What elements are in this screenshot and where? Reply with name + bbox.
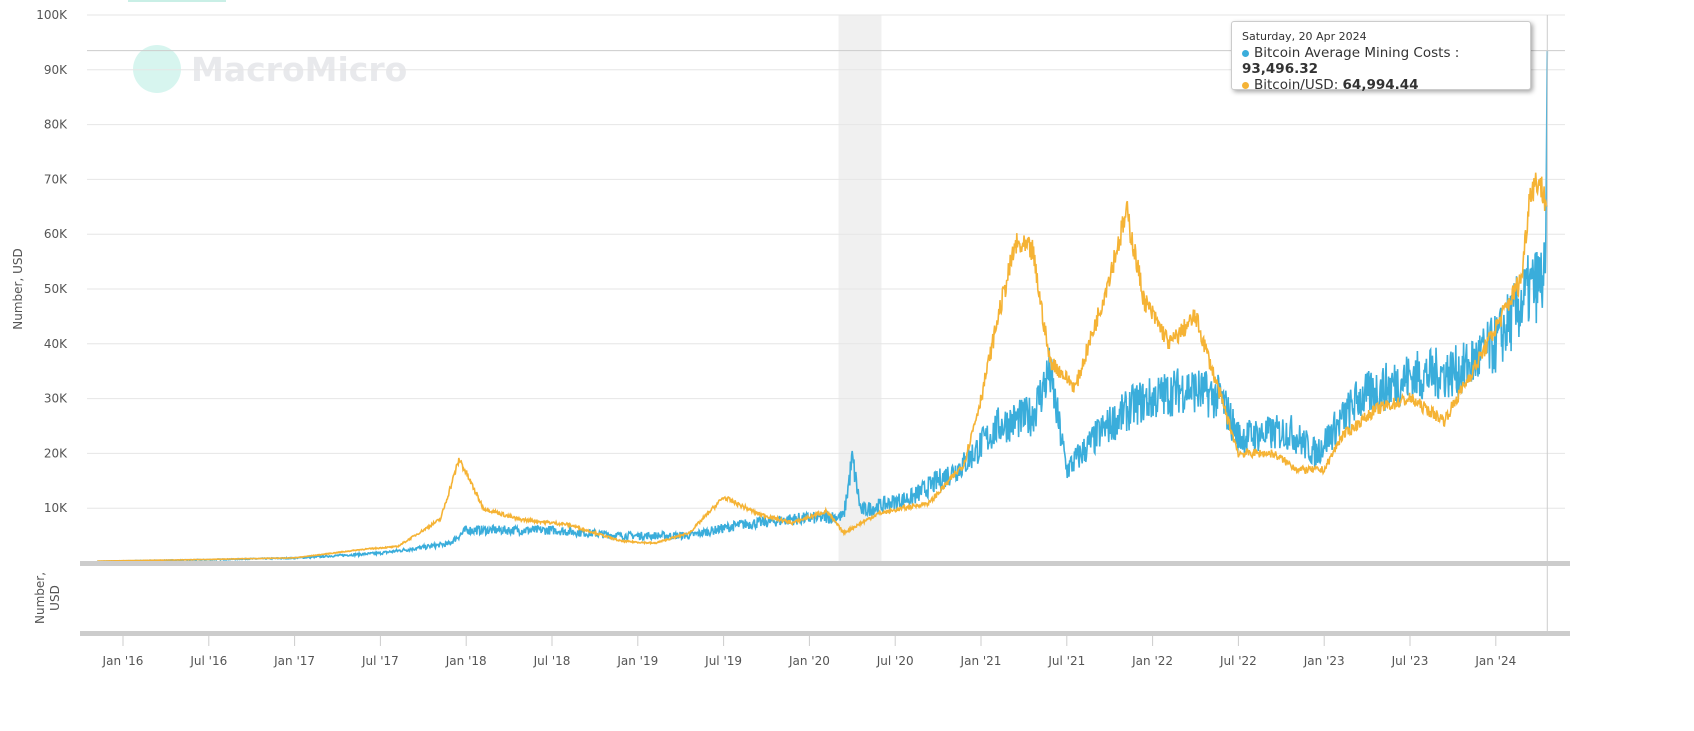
x-tick-label: Jul '17 (361, 654, 399, 668)
x-tick-label: Jan '22 (1131, 654, 1173, 668)
mining-cost-dot-icon (1242, 49, 1249, 57)
x-tick-label: Jan '19 (616, 654, 658, 668)
y-tick-label: 100K (36, 8, 68, 22)
x-tick-label: Jan '17 (273, 654, 315, 668)
y-tick-label: 20K (44, 446, 68, 460)
y-tick-label: 60K (44, 227, 68, 241)
tooltip: Saturday, 20 Apr 2024 Bitcoin Average Mi… (1231, 21, 1531, 93)
tooltip-row-btc: Bitcoin/USD: 64,994.44 (1242, 77, 1530, 93)
x-tick-label: Jul '22 (1219, 654, 1257, 668)
x-tick-label: Jan '21 (960, 654, 1002, 668)
pane-divider (80, 561, 1570, 566)
x-tick-label: Jan '23 (1303, 654, 1345, 668)
y-axis-label: Number, USD (11, 248, 25, 329)
y-tick-label: 80K (44, 118, 68, 132)
tab-indicator (128, 0, 226, 2)
macromicro-logo-icon (133, 45, 181, 93)
y-tick-label: 30K (44, 392, 68, 406)
y-tick-label: 90K (44, 63, 68, 77)
y-tick-label: 70K (44, 172, 68, 186)
x-tick-label: Jul '23 (1391, 654, 1429, 668)
tooltip-date: Saturday, 20 Apr 2024 (1242, 30, 1367, 43)
tooltip-row-mining-cost: Bitcoin Average Mining Costs : 93,496.32 (1242, 45, 1460, 77)
x-tick-label: Jan '16 (102, 654, 144, 668)
x-tick-label: Jan '20 (788, 654, 830, 668)
y-tick-label: 10K (44, 501, 68, 515)
series-line-mining_cost (96, 50, 1549, 563)
x-tick-label: Jul '16 (189, 654, 227, 668)
x-tick-label: Jan '24 (1474, 654, 1516, 668)
x-tick-label: Jul '19 (704, 654, 742, 668)
x-tick-label: Jan '18 (445, 654, 487, 668)
x-tick-label: Jul '21 (1047, 654, 1085, 668)
navigator-bar (80, 631, 1570, 636)
watermark-logo: MacroMicro (133, 45, 407, 93)
series-line-btc (97, 172, 1549, 562)
btc-dot-icon (1242, 81, 1249, 89)
y-tick-label: 50K (44, 282, 68, 296)
x-tick-label: Jul '20 (876, 654, 914, 668)
lower-y-axis-label: Number,USD (33, 572, 62, 624)
x-tick-label: Jul '18 (533, 654, 571, 668)
y-tick-label: 40K (44, 337, 68, 351)
